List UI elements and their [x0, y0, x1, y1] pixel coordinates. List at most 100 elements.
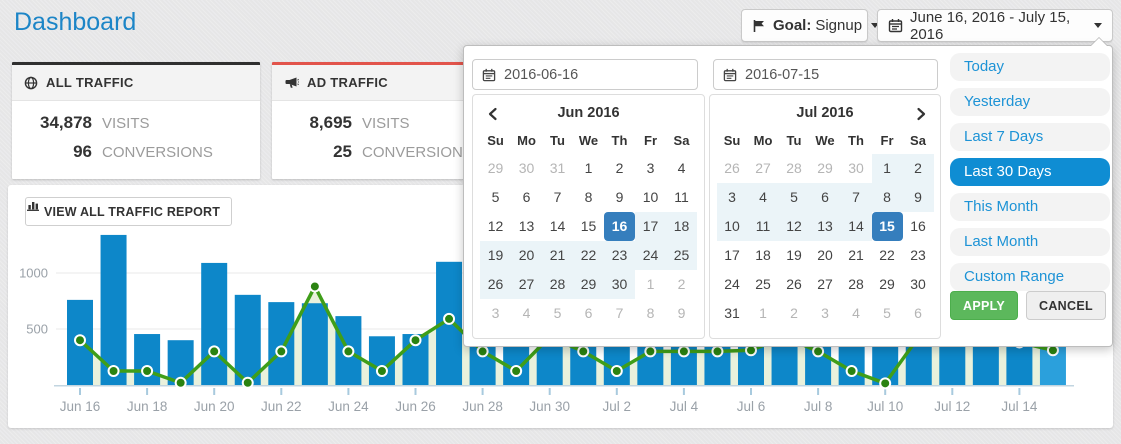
- day-cell-29[interactable]: 29: [879, 276, 895, 292]
- day-cell-5[interactable]: 5: [778, 183, 810, 212]
- day-cell-8[interactable]: 8: [871, 183, 903, 212]
- day-cell-20[interactable]: 20: [817, 247, 833, 263]
- preset-this-month[interactable]: This Month: [950, 193, 1110, 221]
- day-cell-26[interactable]: 26: [724, 160, 740, 176]
- day-cell-12[interactable]: 12: [487, 218, 504, 234]
- day-cell-11[interactable]: 11: [747, 212, 779, 241]
- day-cell-20[interactable]: 20: [511, 241, 542, 270]
- day-cell-28[interactable]: 28: [848, 276, 864, 292]
- day-cell-23[interactable]: 23: [604, 241, 635, 270]
- day-cell-18[interactable]: 18: [755, 247, 771, 263]
- end-date-field[interactable]: [713, 59, 938, 90]
- day-cell-1[interactable]: 1: [871, 154, 903, 183]
- day-cell-26[interactable]: 26: [786, 276, 802, 292]
- day-cell-3[interactable]: 3: [821, 305, 829, 321]
- day-cell-2[interactable]: 2: [615, 160, 624, 176]
- day-cell-3[interactable]: 3: [646, 160, 655, 176]
- preset-custom-range[interactable]: Custom Range: [950, 263, 1110, 291]
- day-cell-9[interactable]: 9: [615, 189, 624, 205]
- day-cell-28[interactable]: 28: [542, 270, 573, 299]
- day-cell-27[interactable]: 27: [817, 276, 833, 292]
- day-cell-13[interactable]: 13: [518, 218, 535, 234]
- day-cell-2[interactable]: 2: [902, 154, 934, 183]
- day-cell-6[interactable]: 6: [522, 189, 531, 205]
- day-cell-31[interactable]: 31: [549, 160, 566, 176]
- day-cell-19[interactable]: 19: [480, 241, 511, 270]
- day-cell-12[interactable]: 12: [778, 212, 810, 241]
- day-cell-26[interactable]: 26: [480, 270, 511, 299]
- day-cell-30[interactable]: 30: [848, 160, 864, 176]
- day-cell-29[interactable]: 29: [573, 270, 604, 299]
- day-cell-21[interactable]: 21: [848, 247, 864, 263]
- day-cell-15[interactable]: 15: [871, 212, 903, 241]
- day-cell-17[interactable]: 17: [635, 212, 666, 241]
- day-cell-7[interactable]: 7: [840, 183, 872, 212]
- day-cell-13[interactable]: 13: [809, 212, 841, 241]
- day-cell-4[interactable]: 4: [852, 305, 860, 321]
- day-cell-6[interactable]: 6: [914, 305, 922, 321]
- start-date-field[interactable]: [472, 59, 698, 90]
- view-all-traffic-report-button[interactable]: VIEW ALL TRAFFIC REPORT: [25, 197, 233, 226]
- preset-today[interactable]: Today: [950, 53, 1110, 81]
- day-cell-27[interactable]: 27: [755, 160, 771, 176]
- day-cell-16[interactable]: 16: [910, 218, 926, 234]
- preset-last-month[interactable]: Last Month: [950, 228, 1110, 256]
- day-cell-2[interactable]: 2: [677, 276, 686, 292]
- day-cell-24[interactable]: 24: [635, 241, 666, 270]
- preset-last-7-days[interactable]: Last 7 Days: [950, 123, 1110, 151]
- day-cell-17[interactable]: 17: [724, 247, 740, 263]
- date-range-button[interactable]: June 16, 2016 - July 15, 2016: [877, 9, 1113, 43]
- day-cell-9[interactable]: 9: [902, 183, 934, 212]
- start-date-input[interactable]: [504, 66, 654, 83]
- day-cell-5[interactable]: 5: [491, 189, 500, 205]
- day-cell-25[interactable]: 25: [755, 276, 771, 292]
- apply-button[interactable]: APPLY: [950, 291, 1019, 320]
- day-cell-30[interactable]: 30: [518, 160, 535, 176]
- end-date-input[interactable]: [745, 66, 895, 83]
- day-cell-5[interactable]: 5: [883, 305, 891, 321]
- day-cell-4[interactable]: 4: [747, 183, 779, 212]
- day-cell-23[interactable]: 23: [910, 247, 926, 263]
- day-cell-2[interactable]: 2: [790, 305, 798, 321]
- day-cell-11[interactable]: 11: [674, 189, 689, 205]
- day-cell-24[interactable]: 24: [724, 276, 740, 292]
- day-cell-22[interactable]: 22: [573, 241, 604, 270]
- calendar-prev-icon[interactable]: [482, 104, 502, 124]
- day-cell-28[interactable]: 28: [786, 160, 802, 176]
- day-cell-15[interactable]: 15: [580, 218, 597, 234]
- day-cell-29[interactable]: 29: [817, 160, 833, 176]
- day-cell-18[interactable]: 18: [666, 212, 697, 241]
- preset-yesterday[interactable]: Yesterday: [950, 88, 1110, 116]
- day-cell-21[interactable]: 21: [542, 241, 573, 270]
- day-cell-7[interactable]: 7: [615, 305, 624, 321]
- cancel-button[interactable]: CANCEL: [1026, 291, 1106, 320]
- day-cell-1[interactable]: 1: [646, 276, 655, 292]
- day-cell-8[interactable]: 8: [646, 305, 655, 321]
- day-cell-5[interactable]: 5: [553, 305, 562, 321]
- day-cell-6[interactable]: 6: [809, 183, 841, 212]
- preset-last-30-days[interactable]: Last 30 Days: [950, 158, 1110, 186]
- day-cell-22[interactable]: 22: [879, 247, 895, 263]
- day-cell-1[interactable]: 1: [759, 305, 767, 321]
- day-cell-1[interactable]: 1: [584, 160, 593, 176]
- goal-selector-button[interactable]: Goal: Signup: [741, 9, 880, 42]
- day-cell-3[interactable]: 3: [491, 305, 500, 321]
- day-cell-27[interactable]: 27: [511, 270, 542, 299]
- day-cell-10[interactable]: 10: [642, 189, 659, 205]
- day-cell-14[interactable]: 14: [549, 218, 566, 234]
- day-cell-4[interactable]: 4: [677, 160, 686, 176]
- day-cell-7[interactable]: 7: [553, 189, 562, 205]
- day-cell-19[interactable]: 19: [786, 247, 802, 263]
- day-cell-31[interactable]: 31: [724, 305, 740, 321]
- day-cell-30[interactable]: 30: [910, 276, 926, 292]
- day-cell-30[interactable]: 30: [604, 270, 635, 299]
- day-cell-3[interactable]: 3: [716, 183, 748, 212]
- calendar-next-icon[interactable]: [911, 104, 931, 124]
- day-cell-8[interactable]: 8: [584, 189, 593, 205]
- day-cell-25[interactable]: 25: [666, 241, 697, 270]
- day-cell-16[interactable]: 16: [604, 212, 635, 241]
- day-cell-14[interactable]: 14: [840, 212, 872, 241]
- day-cell-4[interactable]: 4: [522, 305, 531, 321]
- day-cell-10[interactable]: 10: [716, 212, 748, 241]
- day-cell-6[interactable]: 6: [584, 305, 593, 321]
